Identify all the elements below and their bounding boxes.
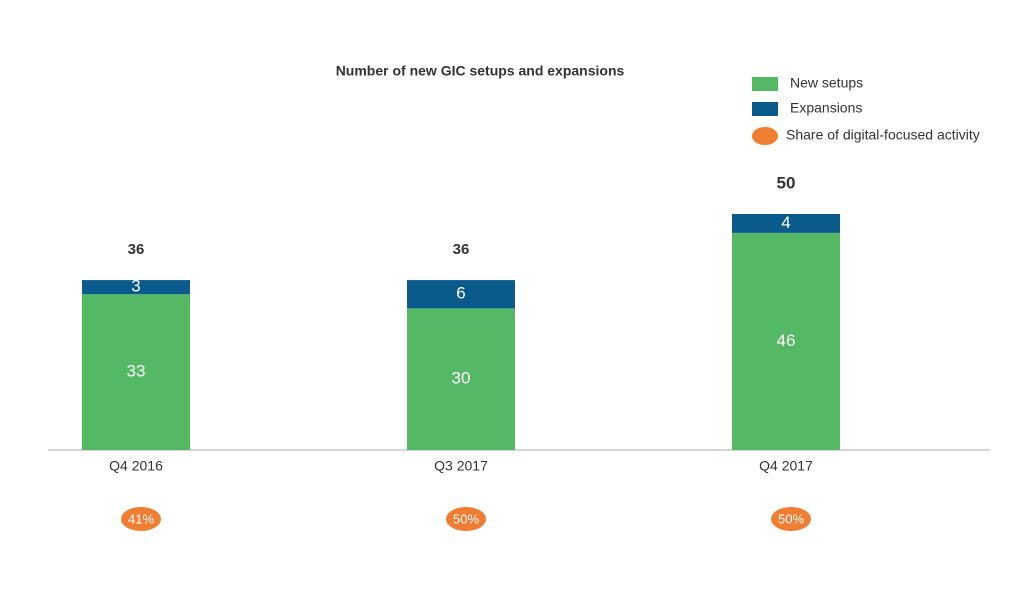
share-marker	[121, 507, 161, 531]
total-label: 50	[777, 173, 796, 192]
x-tick-label: Q3 2017	[434, 458, 488, 474]
bar-segment	[407, 308, 515, 450]
segment-label: 30	[452, 369, 471, 388]
bar-segment	[732, 232, 840, 450]
bar-segment	[82, 280, 190, 295]
segment-label: 46	[777, 331, 796, 350]
share-marker	[771, 507, 811, 531]
share-marker	[446, 507, 486, 531]
share-label: 50%	[453, 511, 479, 526]
chart-title: Number of new GIC setups and expansions	[336, 63, 625, 79]
total-label: 36	[128, 241, 145, 258]
segment-label: 3	[131, 277, 140, 296]
bar-segment	[82, 294, 190, 450]
segment-label: 4	[781, 213, 790, 232]
segment-label: 6	[456, 284, 465, 303]
total-label: 36	[453, 241, 470, 258]
bar-segment	[732, 214, 840, 233]
segment-label: 33	[127, 362, 146, 381]
legend-label: Share of digital-focused activity	[786, 127, 980, 143]
bar-segment	[407, 280, 515, 309]
legend-swatch	[752, 77, 778, 91]
x-tick-label: Q4 2016	[109, 458, 163, 474]
legend-label: New setups	[790, 75, 863, 91]
share-label: 50%	[778, 511, 804, 526]
x-tick-label: Q4 2017	[759, 458, 813, 474]
legend-swatch	[752, 127, 778, 145]
share-label: 41%	[128, 511, 154, 526]
legend-label: Expansions	[790, 100, 862, 116]
legend-swatch	[752, 102, 778, 116]
